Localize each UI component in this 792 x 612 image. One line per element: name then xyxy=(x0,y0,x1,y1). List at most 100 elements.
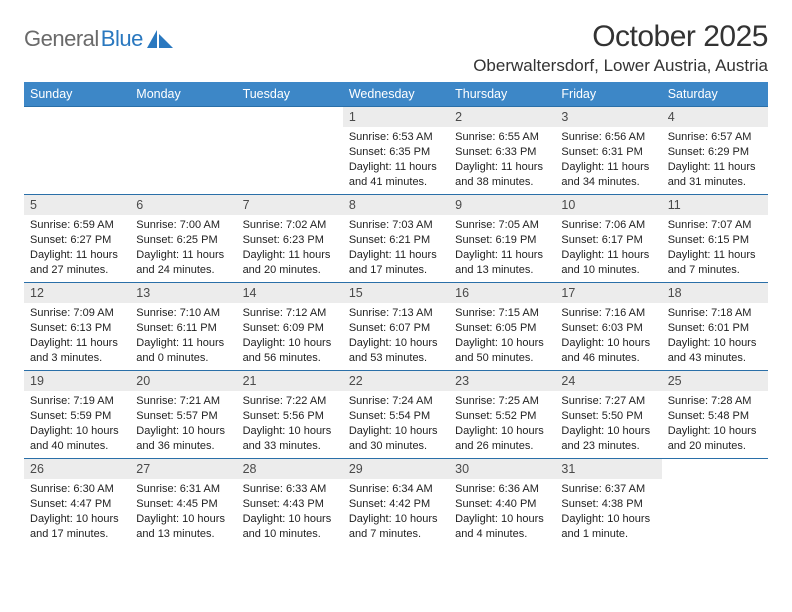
daylight-text-2: and 20 minutes. xyxy=(243,263,337,278)
daylight-text-1: Daylight: 10 hours xyxy=(455,424,549,439)
calendar-day-cell: 31Sunrise: 6:37 AMSunset: 4:38 PMDayligh… xyxy=(555,459,661,547)
sunrise-text: Sunrise: 6:57 AM xyxy=(668,130,762,145)
calendar-day-cell: 19Sunrise: 7:19 AMSunset: 5:59 PMDayligh… xyxy=(24,371,130,459)
sunrise-text: Sunrise: 7:22 AM xyxy=(243,394,337,409)
daylight-text-1: Daylight: 11 hours xyxy=(455,248,549,263)
calendar-week-row: 19Sunrise: 7:19 AMSunset: 5:59 PMDayligh… xyxy=(24,371,768,459)
sunrise-text: Sunrise: 7:18 AM xyxy=(668,306,762,321)
day-data: Sunrise: 6:34 AMSunset: 4:42 PMDaylight:… xyxy=(343,479,449,545)
calendar-day-cell: 17Sunrise: 7:16 AMSunset: 6:03 PMDayligh… xyxy=(555,283,661,371)
weekday-header: Saturday xyxy=(662,82,768,107)
title-block: October 2025 Oberwaltersdorf, Lower Aust… xyxy=(473,20,768,76)
day-data: Sunrise: 7:10 AMSunset: 6:11 PMDaylight:… xyxy=(130,303,236,369)
day-number: 9 xyxy=(449,195,555,215)
day-data: Sunrise: 6:55 AMSunset: 6:33 PMDaylight:… xyxy=(449,127,555,193)
sunset-text: Sunset: 6:07 PM xyxy=(349,321,443,336)
daylight-text-1: Daylight: 10 hours xyxy=(243,512,337,527)
calendar-day-cell: 8Sunrise: 7:03 AMSunset: 6:21 PMDaylight… xyxy=(343,195,449,283)
day-data: Sunrise: 6:56 AMSunset: 6:31 PMDaylight:… xyxy=(555,127,661,193)
day-data: Sunrise: 7:28 AMSunset: 5:48 PMDaylight:… xyxy=(662,391,768,457)
sunset-text: Sunset: 5:54 PM xyxy=(349,409,443,424)
sunset-text: Sunset: 6:09 PM xyxy=(243,321,337,336)
daylight-text-2: and 13 minutes. xyxy=(455,263,549,278)
sunset-text: Sunset: 6:01 PM xyxy=(668,321,762,336)
calendar-day-cell: 21Sunrise: 7:22 AMSunset: 5:56 PMDayligh… xyxy=(237,371,343,459)
day-data: Sunrise: 7:18 AMSunset: 6:01 PMDaylight:… xyxy=(662,303,768,369)
daylight-text-1: Daylight: 11 hours xyxy=(136,248,230,263)
day-number: 31 xyxy=(555,459,661,479)
sunrise-text: Sunrise: 6:34 AM xyxy=(349,482,443,497)
sunset-text: Sunset: 5:52 PM xyxy=(455,409,549,424)
day-data: Sunrise: 7:09 AMSunset: 6:13 PMDaylight:… xyxy=(24,303,130,369)
daylight-text-1: Daylight: 10 hours xyxy=(668,424,762,439)
daylight-text-1: Daylight: 10 hours xyxy=(136,512,230,527)
day-data: Sunrise: 7:02 AMSunset: 6:23 PMDaylight:… xyxy=(237,215,343,281)
day-data: Sunrise: 7:19 AMSunset: 5:59 PMDaylight:… xyxy=(24,391,130,457)
daylight-text-1: Daylight: 11 hours xyxy=(455,160,549,175)
daylight-text-2: and 33 minutes. xyxy=(243,439,337,454)
day-number: 23 xyxy=(449,371,555,391)
calendar-day-cell: 16Sunrise: 7:15 AMSunset: 6:05 PMDayligh… xyxy=(449,283,555,371)
day-number: 15 xyxy=(343,283,449,303)
day-number: 16 xyxy=(449,283,555,303)
day-number: 6 xyxy=(130,195,236,215)
daylight-text-2: and 17 minutes. xyxy=(30,527,124,542)
daylight-text-2: and 34 minutes. xyxy=(561,175,655,190)
day-data: Sunrise: 6:36 AMSunset: 4:40 PMDaylight:… xyxy=(449,479,555,545)
sunrise-text: Sunrise: 7:00 AM xyxy=(136,218,230,233)
sunset-text: Sunset: 4:42 PM xyxy=(349,497,443,512)
day-data: Sunrise: 7:21 AMSunset: 5:57 PMDaylight:… xyxy=(130,391,236,457)
day-number: 17 xyxy=(555,283,661,303)
sunrise-text: Sunrise: 7:06 AM xyxy=(561,218,655,233)
daylight-text-2: and 50 minutes. xyxy=(455,351,549,366)
sunrise-text: Sunrise: 7:28 AM xyxy=(668,394,762,409)
logo-sail-icon xyxy=(147,30,173,48)
calendar-page: GeneralBlue October 2025 Oberwaltersdorf… xyxy=(0,0,792,567)
daylight-text-1: Daylight: 10 hours xyxy=(561,512,655,527)
sunrise-text: Sunrise: 6:33 AM xyxy=(243,482,337,497)
day-number: 11 xyxy=(662,195,768,215)
day-number: 5 xyxy=(24,195,130,215)
day-number: 28 xyxy=(237,459,343,479)
sunset-text: Sunset: 6:31 PM xyxy=(561,145,655,160)
daylight-text-2: and 26 minutes. xyxy=(455,439,549,454)
calendar-day-cell: 24Sunrise: 7:27 AMSunset: 5:50 PMDayligh… xyxy=(555,371,661,459)
day-data: Sunrise: 7:05 AMSunset: 6:19 PMDaylight:… xyxy=(449,215,555,281)
calendar-week-row: 5Sunrise: 6:59 AMSunset: 6:27 PMDaylight… xyxy=(24,195,768,283)
sunrise-text: Sunrise: 6:59 AM xyxy=(30,218,124,233)
logo-text-blue: Blue xyxy=(101,26,143,52)
daylight-text-1: Daylight: 10 hours xyxy=(30,512,124,527)
calendar-day-cell xyxy=(130,107,236,195)
day-number: 27 xyxy=(130,459,236,479)
daylight-text-1: Daylight: 11 hours xyxy=(668,160,762,175)
sunrise-text: Sunrise: 6:53 AM xyxy=(349,130,443,145)
daylight-text-2: and 4 minutes. xyxy=(455,527,549,542)
daylight-text-1: Daylight: 11 hours xyxy=(668,248,762,263)
weekday-header: Tuesday xyxy=(237,82,343,107)
sunrise-text: Sunrise: 7:03 AM xyxy=(349,218,443,233)
calendar-header: SundayMondayTuesdayWednesdayThursdayFrid… xyxy=(24,82,768,107)
daylight-text-1: Daylight: 10 hours xyxy=(349,424,443,439)
sunset-text: Sunset: 6:17 PM xyxy=(561,233,655,248)
sunrise-text: Sunrise: 6:56 AM xyxy=(561,130,655,145)
daylight-text-1: Daylight: 10 hours xyxy=(349,336,443,351)
calendar-week-row: 26Sunrise: 6:30 AMSunset: 4:47 PMDayligh… xyxy=(24,459,768,547)
daylight-text-2: and 10 minutes. xyxy=(243,527,337,542)
daylight-text-2: and 1 minute. xyxy=(561,527,655,542)
logo-text-gray: General xyxy=(24,26,99,52)
calendar-day-cell: 11Sunrise: 7:07 AMSunset: 6:15 PMDayligh… xyxy=(662,195,768,283)
day-data: Sunrise: 7:16 AMSunset: 6:03 PMDaylight:… xyxy=(555,303,661,369)
daylight-text-2: and 20 minutes. xyxy=(668,439,762,454)
daylight-text-2: and 7 minutes. xyxy=(349,527,443,542)
sunset-text: Sunset: 6:21 PM xyxy=(349,233,443,248)
daylight-text-2: and 46 minutes. xyxy=(561,351,655,366)
sunrise-text: Sunrise: 6:37 AM xyxy=(561,482,655,497)
daylight-text-1: Daylight: 10 hours xyxy=(455,336,549,351)
sunrise-text: Sunrise: 7:07 AM xyxy=(668,218,762,233)
calendar-day-cell: 7Sunrise: 7:02 AMSunset: 6:23 PMDaylight… xyxy=(237,195,343,283)
sunrise-text: Sunrise: 6:30 AM xyxy=(30,482,124,497)
weekday-header: Monday xyxy=(130,82,236,107)
daylight-text-1: Daylight: 10 hours xyxy=(561,424,655,439)
calendar-day-cell: 9Sunrise: 7:05 AMSunset: 6:19 PMDaylight… xyxy=(449,195,555,283)
sunset-text: Sunset: 4:47 PM xyxy=(30,497,124,512)
